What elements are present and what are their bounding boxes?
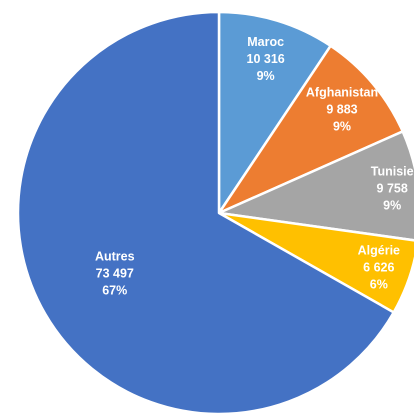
pie-slice-maroc (217, 10, 332, 215)
pie-slice-tunisie (217, 130, 414, 242)
data-label-percent-maroc: 9% (257, 69, 275, 83)
data-label-name-autres: Autres (95, 250, 135, 264)
data-label-value-autres: 73 497 (96, 267, 134, 281)
data-label-name-maroc: Maroc (247, 35, 284, 49)
data-label-value-algerie: 6 626 (363, 260, 394, 274)
data-label-percent-afghanistan: 9% (333, 119, 351, 133)
data-label-percent-algerie: 6% (370, 277, 388, 291)
data-label-value-afghanistan: 9 883 (326, 102, 357, 116)
data-label-name-tunisie: Tunisie (371, 165, 414, 179)
data-label-name-algerie: Algérie (358, 243, 400, 257)
data-labels-layer: Maroc 10 316 9% Afghanistan 9 883 9% Tunisie 9 … (95, 35, 414, 298)
data-label-percent-tunisie: 9% (383, 199, 401, 213)
pie-slice-afghanistan (217, 44, 404, 215)
slices-layer (16, 10, 414, 416)
data-label-percent-autres: 67% (102, 284, 127, 298)
data-label-name-afghanistan: Afghanistan (306, 85, 378, 99)
data-label-value-tunisie: 9 758 (377, 182, 408, 196)
pie-slice-autres (16, 10, 395, 416)
data-label-value-maroc: 10 316 (247, 52, 285, 66)
